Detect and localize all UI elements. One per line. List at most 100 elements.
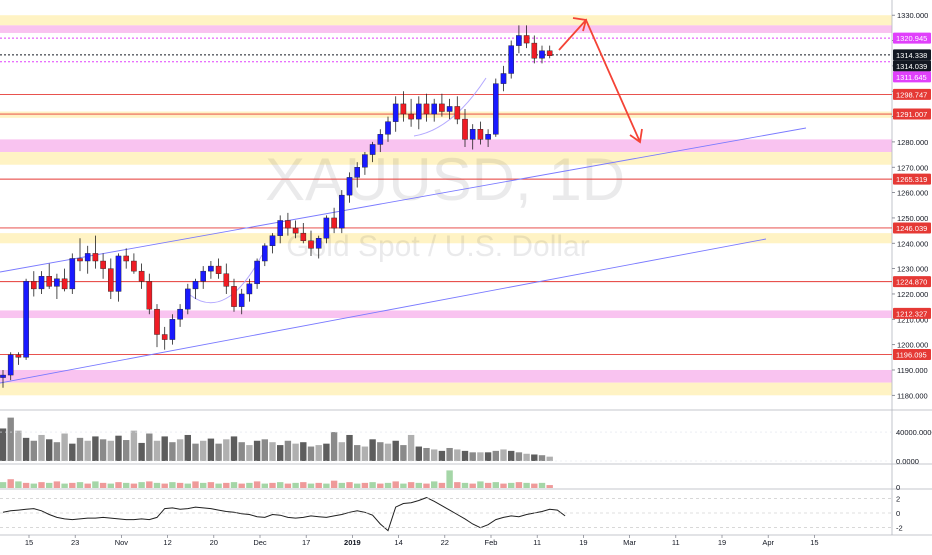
candle-body[interactable]	[300, 232, 307, 241]
volume-bar	[538, 455, 546, 461]
trendline-lower[interactable]	[0, 238, 767, 384]
candle-body[interactable]	[262, 245, 268, 262]
candle-body[interactable]	[192, 281, 199, 290]
candle-body[interactable]	[92, 253, 99, 262]
candle-body[interactable]	[315, 238, 322, 249]
candle-body[interactable]	[339, 194, 345, 229]
candle-body[interactable]	[469, 129, 476, 140]
volume-bar	[130, 430, 138, 461]
candle-body[interactable]	[385, 121, 391, 135]
candle-body[interactable]	[46, 276, 52, 287]
candle-body[interactable]	[477, 129, 484, 140]
candle-body[interactable]	[161, 334, 168, 340]
candle-body[interactable]	[61, 278, 68, 290]
candle-body[interactable]	[446, 106, 453, 112]
candle-body[interactable]	[15, 354, 22, 358]
candle-body[interactable]	[238, 293, 245, 307]
price-label-box[interactable]	[893, 222, 931, 234]
candle-body[interactable]	[223, 273, 230, 287]
candle-body[interactable]	[308, 240, 314, 249]
candle-body[interactable]	[416, 103, 422, 120]
candle-body[interactable]	[369, 144, 376, 155]
candle-body[interactable]	[423, 103, 430, 115]
candle-body[interactable]	[138, 270, 145, 282]
candle-body[interactable]	[269, 235, 276, 247]
histogram-bar	[200, 482, 207, 488]
candle-body[interactable]	[523, 35, 530, 44]
candle-body[interactable]	[38, 276, 45, 290]
histogram-bar	[169, 482, 176, 488]
price-tick-label: 1260.000	[897, 189, 928, 198]
volume-bar	[423, 447, 430, 461]
candle-body[interactable]	[146, 281, 153, 310]
candle-body[interactable]	[0, 374, 6, 378]
time-axis[interactable]: 15 23 Nov 12 20 Dec 17 2019 14 22 Feb 11 19 Mar 11 19 Ap…	[0, 535, 932, 550]
histogram-bar	[423, 483, 430, 488]
candle-body[interactable]	[377, 134, 384, 145]
candle-body[interactable]	[346, 177, 353, 196]
candle-body[interactable]	[131, 260, 137, 272]
candle-body[interactable]	[7, 354, 14, 376]
price-label-box[interactable]	[893, 32, 931, 44]
candle-body[interactable]	[539, 50, 545, 59]
candle-body[interactable]	[493, 83, 499, 135]
candle-body[interactable]	[485, 134, 491, 140]
candle-body[interactable]	[500, 73, 507, 84]
candle-body[interactable]	[54, 278, 60, 287]
candle-body[interactable]	[546, 50, 553, 56]
price-label-box[interactable]	[893, 276, 931, 288]
candle-body[interactable]	[392, 103, 399, 122]
price-axis[interactable]: 1180.000 1190.000 1200.000 1210.000 1220.000…	[892, 11, 931, 400]
candle-body[interactable]	[115, 255, 122, 292]
candle-body[interactable]	[454, 106, 461, 120]
candle-body[interactable]	[516, 35, 522, 46]
candle-body[interactable]	[531, 42, 538, 59]
price-label-box[interactable]	[893, 349, 931, 361]
candle-body[interactable]	[69, 258, 76, 290]
candle-body[interactable]	[208, 265, 214, 272]
candle-body[interactable]	[254, 260, 260, 285]
candle-body[interactable]	[184, 288, 191, 310]
histogram-bar	[323, 483, 330, 488]
candle-body[interactable]	[23, 281, 29, 358]
trendline-upper[interactable]	[0, 127, 807, 273]
candle-body[interactable]	[123, 255, 129, 262]
candle-body[interactable]	[431, 103, 438, 115]
candle-body[interactable]	[215, 265, 222, 274]
candle-body[interactable]	[362, 154, 368, 168]
candle-body[interactable]	[508, 45, 515, 74]
volume-bar	[176, 439, 184, 461]
price-label-box[interactable]	[893, 49, 931, 61]
candle-body[interactable]	[77, 258, 83, 262]
candle-body[interactable]	[400, 103, 407, 115]
candle-body[interactable]	[154, 308, 160, 335]
candle-body[interactable]	[200, 270, 207, 282]
candle-body[interactable]	[439, 103, 445, 112]
volume-bar	[15, 430, 22, 461]
price-label-box[interactable]	[893, 307, 931, 319]
candle-body[interactable]	[100, 260, 106, 269]
histogram-bar	[123, 482, 130, 488]
price-label-box[interactable]	[893, 60, 931, 72]
candle-body[interactable]	[169, 319, 176, 340]
price-label-box[interactable]	[893, 71, 931, 83]
candle-body[interactable]	[246, 283, 253, 295]
candle-body[interactable]	[277, 220, 284, 236]
candle-body[interactable]	[285, 220, 291, 229]
oscillator-line[interactable]	[2, 497, 566, 532]
price-label-box[interactable]	[893, 88, 931, 100]
candle-body[interactable]	[323, 217, 330, 239]
candle-body[interactable]	[331, 217, 337, 229]
candle-body[interactable]	[408, 113, 414, 120]
candle-body[interactable]	[31, 281, 37, 290]
price-label-box[interactable]	[893, 108, 931, 120]
candle-body[interactable]	[231, 286, 237, 307]
candle-body[interactable]	[462, 118, 468, 140]
candle-body[interactable]	[84, 253, 91, 262]
candle-body[interactable]	[177, 308, 183, 320]
candle-body[interactable]	[292, 227, 299, 234]
candle-body[interactable]	[354, 167, 361, 178]
candle-body[interactable]	[107, 268, 114, 292]
price-label-box[interactable]	[893, 173, 931, 185]
